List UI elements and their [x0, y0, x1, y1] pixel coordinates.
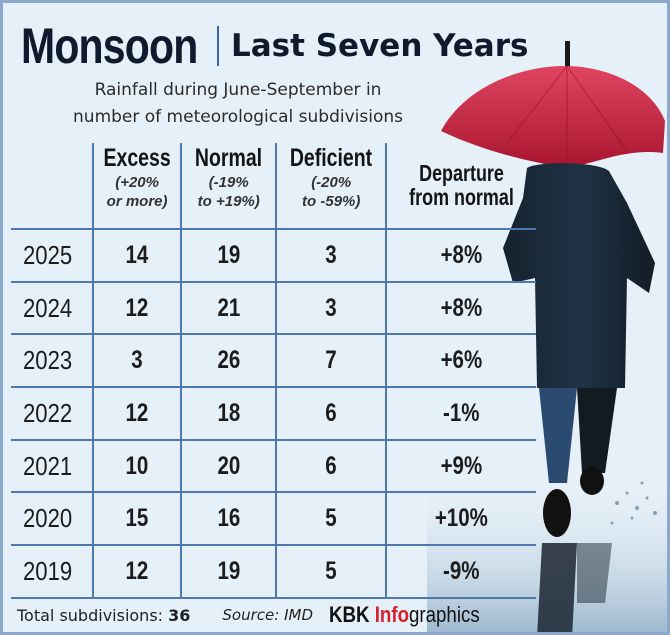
subtitle: Rainfall during June-September in number… — [3, 77, 473, 131]
table-row: 2022 12 18 6 -1% — [11, 387, 537, 441]
cell-deficient: 5 — [275, 492, 387, 547]
header-excess: Excess (+20% or more) — [91, 143, 182, 230]
cell-normal: 18 — [180, 387, 277, 441]
cell-departure: -1% — [385, 387, 537, 441]
header-deficient: Deficient (-20% to -59%) — [275, 143, 387, 230]
cell-normal: 16 — [180, 492, 277, 547]
table-row: 2023 3 26 7 +6% — [11, 334, 537, 389]
cell-year: 2020 — [11, 492, 93, 547]
total-subdivisions: Total subdivisions: 36 — [17, 605, 191, 625]
cell-year: 2024 — [11, 281, 93, 336]
cell-normal: 21 — [180, 281, 277, 336]
cell-year: 2022 — [11, 387, 93, 441]
cell-normal: 26 — [180, 334, 277, 389]
cell-deficient: 3 — [275, 281, 387, 336]
cell-normal: 19 — [180, 545, 277, 599]
cell-departure: -9% — [385, 545, 537, 599]
cell-deficient: 5 — [275, 545, 387, 599]
cell-departure: +8% — [385, 229, 537, 283]
footer: Total subdivisions: 36 Source: IMD KBK I… — [17, 599, 506, 631]
cell-year: 2023 — [11, 334, 93, 389]
cell-excess: 15 — [91, 492, 182, 547]
brand-logo: KBK Infographics — [329, 602, 480, 627]
cell-departure: +6% — [385, 334, 537, 389]
header-year — [11, 143, 93, 230]
cell-excess: 12 — [91, 281, 182, 336]
table-row: 2025 14 19 3 +8% — [11, 229, 537, 283]
table-header-row: Excess (+20% or more) Normal (-19% to +1… — [11, 143, 537, 230]
cell-normal: 20 — [180, 439, 277, 494]
subtitle-line-2: number of meteorological subdivisions — [73, 107, 403, 127]
cell-deficient: 6 — [275, 439, 387, 494]
title-sub: Last Seven Years — [231, 28, 529, 64]
cell-deficient: 6 — [275, 387, 387, 441]
source-label: Source: IMD — [222, 606, 313, 624]
page-title: Monsoon Last Seven Years — [21, 17, 528, 75]
title-main: Monsoon — [21, 18, 198, 74]
cell-excess: 10 — [91, 439, 182, 494]
table-row: 2019 12 19 5 -9% — [11, 545, 537, 599]
cell-excess: 3 — [91, 334, 182, 389]
table-row: 2024 12 21 3 +8% — [11, 281, 537, 336]
cell-year: 2019 — [11, 545, 93, 599]
cell-normal: 19 — [180, 229, 277, 283]
subtitle-line-1: Rainfall during June-September in — [94, 80, 382, 100]
table-row: 2021 10 20 6 +9% — [11, 439, 537, 494]
title-divider — [217, 26, 219, 66]
cell-departure: +9% — [385, 439, 537, 494]
cell-year: 2021 — [11, 439, 93, 494]
cell-excess: 12 — [91, 545, 182, 599]
cell-departure: +10% — [385, 492, 537, 547]
cell-departure: +8% — [385, 281, 537, 336]
cell-deficient: 3 — [275, 229, 387, 283]
cell-excess: 14 — [91, 229, 182, 283]
cell-year: 2025 — [11, 229, 93, 283]
cell-deficient: 7 — [275, 334, 387, 389]
table-row: 2020 15 16 5 +10% — [11, 492, 537, 547]
total-value: 36 — [168, 605, 191, 625]
header-normal: Normal (-19% to +19%) — [180, 143, 277, 230]
header-departure: Departure from normal — [385, 143, 537, 230]
cell-excess: 12 — [91, 387, 182, 441]
rainfall-table: Excess (+20% or more) Normal (-19% to +1… — [11, 143, 537, 599]
